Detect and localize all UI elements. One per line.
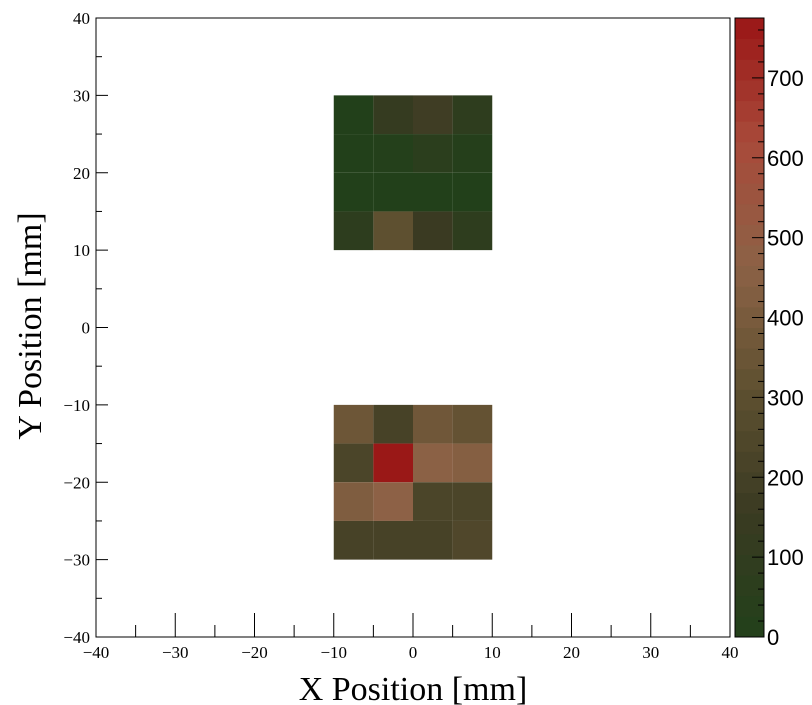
colorbar-tick-label: 600 (767, 146, 804, 171)
heatmap-cell (333, 520, 374, 560)
colorbar-band (735, 533, 764, 555)
x-tick-label: 20 (563, 643, 580, 662)
colorbar-band (735, 389, 764, 411)
colorbar-band (735, 244, 764, 267)
heatmap-cell (373, 172, 413, 212)
colorbar-tick-label: 200 (767, 465, 804, 490)
y-tick-label: 0 (82, 319, 91, 338)
colorbar-band (735, 224, 764, 246)
colorbar-band (735, 513, 764, 535)
x-tick-label: 0 (409, 643, 418, 662)
colorbar-band (735, 306, 764, 328)
x-axis-title: X Position [mm] (299, 671, 528, 705)
heatmap-cell (333, 443, 374, 483)
heatmap-cell (413, 520, 453, 560)
heatmap-cell (373, 95, 413, 135)
colorbar-frame (734, 17, 765, 638)
heatmap-cell (373, 404, 413, 444)
heatmap-cell (452, 95, 493, 135)
colorbar-band (735, 38, 764, 60)
heatmap-cell (373, 134, 413, 173)
x-tick-label: −30 (162, 643, 189, 662)
colorbar-tick-label: 500 (767, 226, 804, 251)
colorbar-band (735, 575, 764, 597)
colorbar-band (735, 286, 764, 308)
heatmap-cell (413, 443, 453, 483)
colorbar-tick-label: 100 (767, 545, 804, 570)
x-tick-label: 10 (484, 643, 501, 662)
colorbar: 0 100 200 300 400 500 600 700 (734, 17, 804, 650)
colorbar-band (735, 471, 764, 494)
plot-frame (95, 17, 731, 638)
colorbar-band (735, 59, 764, 81)
colorbar-band (735, 616, 764, 638)
colorbar-band (735, 203, 764, 225)
heatmap-cell (373, 443, 413, 483)
heatmap-cell (413, 482, 453, 521)
heatmap-cells (333, 95, 493, 560)
y-tick-label: −10 (63, 396, 90, 415)
colorbar-band (735, 183, 764, 205)
heatmap-cell (452, 404, 493, 444)
heatmap-cell (413, 134, 453, 173)
colorbar-band (735, 410, 764, 432)
colorbar-tick-label: 700 (767, 66, 804, 91)
colorbar-band (735, 100, 764, 122)
heatmap-cell (413, 211, 453, 251)
heatmap-cell (373, 482, 413, 521)
heatmap-cell (333, 482, 374, 521)
colorbar-band (735, 554, 764, 576)
colorbar-tick-label: 0 (767, 625, 779, 650)
heatmap-cell (413, 172, 453, 212)
heatmap-cell (333, 134, 374, 173)
colorbar-band (735, 368, 764, 390)
colorbar-band (735, 430, 764, 452)
heatmap-cell (452, 211, 493, 251)
x-tick-label: −40 (83, 643, 110, 662)
colorbar-band (735, 451, 764, 473)
y-tick-label: −20 (63, 473, 90, 492)
heatmap-cell (333, 95, 374, 135)
y-tick-label: 40 (73, 9, 90, 28)
y-axis-title: Y Position [mm] (12, 212, 49, 439)
x-tick-label: 40 (722, 643, 739, 662)
y-tick-label: 10 (73, 241, 90, 260)
heatmap-cell (333, 172, 374, 212)
y-tick-label: 30 (73, 86, 90, 105)
heatmap-cell (452, 172, 493, 212)
x-tick-label: 30 (642, 643, 659, 662)
colorbar-band (735, 141, 764, 163)
heatmap-cell (452, 443, 493, 483)
heatmap-cell (333, 211, 374, 251)
colorbar-band (735, 121, 764, 143)
x-tick-label: −20 (241, 643, 268, 662)
heatmap-cell (452, 482, 493, 521)
colorbar-band (735, 348, 764, 370)
colorbar-tick-label: 300 (767, 385, 804, 410)
colorbar-tick-label: 400 (767, 306, 804, 331)
tick-labels: −40 −30 −20 −10 0 10 20 30 40 −40 −30 −20 −10 0 10 20 30… (63, 9, 738, 662)
colorbar-band (735, 492, 764, 514)
y-tick-label: 20 (73, 164, 90, 183)
heatmap-cell (413, 95, 453, 135)
colorbar-band (735, 327, 764, 349)
colorbar-band (735, 79, 764, 102)
heatmap-cell (452, 134, 493, 173)
y-tick-label: −30 (63, 551, 90, 570)
x-tick-label: −10 (320, 643, 347, 662)
heatmap-cell (452, 520, 493, 560)
y-tick-label: −40 (63, 628, 90, 647)
heatmap-cell (333, 404, 374, 444)
heatmap-cell (373, 520, 413, 560)
colorbar-band (735, 265, 764, 287)
heatmap-cell (373, 211, 413, 251)
colorbar-band (735, 595, 764, 617)
colorbar-band (735, 18, 764, 40)
colorbar-band (735, 162, 764, 184)
heatmap-cell (413, 404, 453, 444)
